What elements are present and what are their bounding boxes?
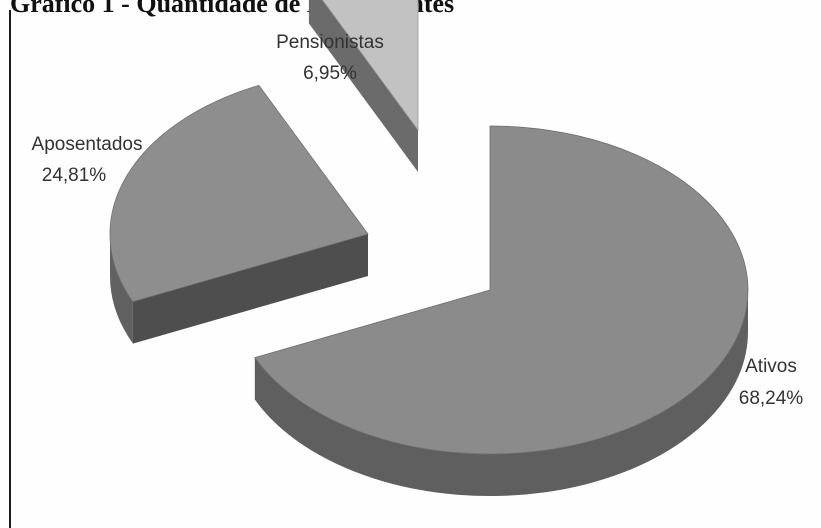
- slice-rim-aposentados: [109, 234, 133, 344]
- slice-ativos: [254, 125, 749, 455]
- figure-border: [9, 10, 11, 528]
- slice-label-aposentados: Aposentados: [32, 134, 143, 155]
- slice-value-ativos: 68,24%: [739, 388, 804, 409]
- slice-pensionistas: [322, 0, 419, 132]
- slice-label-ativos: Ativos: [745, 356, 797, 377]
- slice-value-aposentados: 24,81%: [42, 165, 107, 186]
- slice-rim-ativos: [254, 290, 748, 497]
- slice-value-pensionistas: 6,95%: [303, 63, 357, 84]
- slice-wall-aposentados-0: [132, 234, 368, 344]
- slice-label-pensionistas: Pensionistas: [276, 32, 384, 53]
- slice-aposentados: [109, 84, 369, 303]
- pie-slices: [109, 0, 749, 497]
- slice-wall-pensionistas-0: [308, 0, 418, 172]
